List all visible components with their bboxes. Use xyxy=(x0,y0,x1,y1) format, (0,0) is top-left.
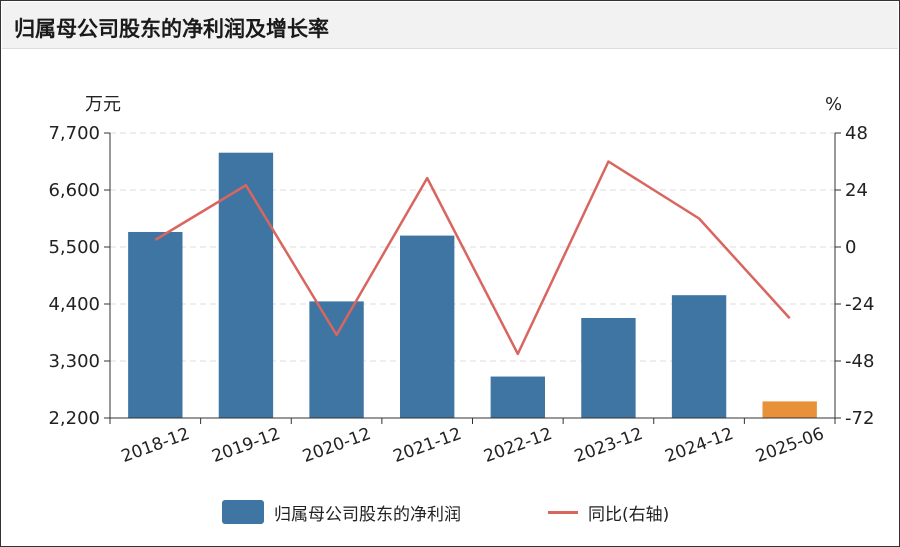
bar xyxy=(218,152,274,418)
bar xyxy=(671,295,727,418)
y-axis-unit-left: 万元 xyxy=(85,94,121,115)
chart-title: 归属母公司股东的净利润及增长率 xyxy=(14,17,329,41)
x-tick-label: 2018-12 xyxy=(119,424,193,467)
y-axis-unit-right: % xyxy=(825,94,842,115)
x-tick-label: 2022-12 xyxy=(481,424,555,467)
legend-item-line[interactable]: 同比(右轴) xyxy=(548,498,669,526)
y-tick-label-left: 6,600 xyxy=(48,180,100,201)
y-tick-label-left: 3,300 xyxy=(48,351,100,372)
bar xyxy=(309,301,364,418)
y-tick-label-left: 4,400 xyxy=(48,294,100,315)
bar xyxy=(128,231,183,418)
bar xyxy=(490,376,545,418)
y-tick-label-right: -48 xyxy=(845,351,874,372)
bar xyxy=(400,235,455,418)
y-tick-label-left: 2,200 xyxy=(48,408,100,429)
legend-item-bar[interactable]: 归属母公司股东的净利润 xyxy=(222,498,461,526)
y-tick-label-left: 5,500 xyxy=(48,237,100,258)
legend-label-line: 同比(右轴) xyxy=(588,504,670,525)
x-tick-label: 2025-06 xyxy=(753,424,827,467)
y-tick-label-right: -72 xyxy=(845,408,874,429)
chart-plot: 2,200 3,300 4,400 5,500 6,600 7,700 -72 -48 -24 0… xyxy=(48,94,874,467)
legend-label-bar: 归属母公司股东的净利润 xyxy=(274,504,461,525)
x-tick-label: 2020-12 xyxy=(300,424,374,467)
legend-swatch-line xyxy=(548,510,578,514)
x-tick-label: 2023-12 xyxy=(572,424,646,467)
y-tick-label-right: -24 xyxy=(845,294,874,315)
chart-header: 归属母公司股东的净利润及增长率 xyxy=(2,2,898,49)
y-tick-label-left: 7,700 xyxy=(48,123,100,144)
bar xyxy=(762,401,817,418)
y-tick-label-right: 48 xyxy=(845,123,868,144)
y-tick-label-right: 0 xyxy=(845,237,856,258)
x-tick-label: 2019-12 xyxy=(209,424,283,467)
chart-legend: 归属母公司股东的净利润 同比(右轴) xyxy=(0,498,900,526)
x-tick-label: 2021-12 xyxy=(391,424,465,467)
x-tick-label: 2024-12 xyxy=(662,424,736,467)
bar xyxy=(581,317,636,418)
legend-swatch-bar xyxy=(222,500,264,524)
y-tick-label-right: 24 xyxy=(845,180,868,201)
line-series xyxy=(154,160,791,356)
